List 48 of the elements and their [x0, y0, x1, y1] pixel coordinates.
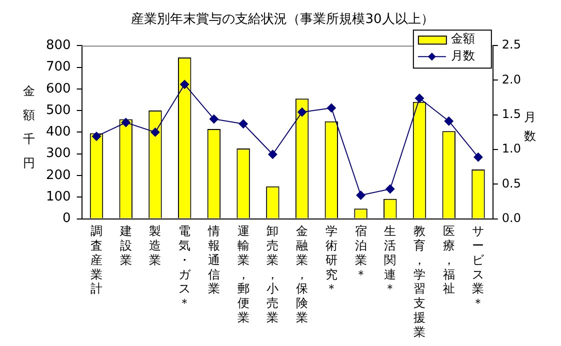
x-tick-label: 金融業，保険業: [296, 224, 308, 325]
y-tick-label: 400: [46, 124, 71, 140]
point: [474, 152, 483, 162]
y-tick-label: 0: [62, 211, 71, 226]
legend-label: 月数: [450, 48, 475, 63]
y-tick-label: 300: [46, 146, 71, 162]
point: [150, 128, 160, 137]
x-tick-label: 運輸業，郵便業: [237, 224, 250, 325]
chart-title: 産業別年末賞与の支給状況（事業所規模30人以上）: [131, 11, 434, 28]
point: [121, 118, 130, 127]
x-tick-label: 製造業: [149, 224, 162, 267]
x-tick-label: サービス業＊: [472, 224, 486, 310]
legend-label: 金額: [450, 32, 475, 46]
point: [298, 108, 307, 117]
y-tick-label: 100: [46, 190, 71, 205]
y2-tick-label: 1.0: [502, 142, 522, 156]
y-tick-label: 700: [46, 60, 71, 75]
x-tick-label: 建設業: [118, 224, 132, 267]
y2-tick-label: 0.5: [502, 176, 522, 190]
y2-axis-title: 月数: [524, 110, 536, 144]
point: [238, 119, 248, 128]
point: [209, 114, 218, 124]
y-tick-label: 800: [46, 38, 71, 53]
y-axis-title: 金額千円: [23, 84, 35, 170]
y-tick-label: 500: [46, 102, 71, 118]
x-tick-label: 学術研究＊: [325, 224, 338, 296]
y-tick-label: 600: [46, 81, 71, 96]
x-tick-label: 情報通信業: [206, 224, 220, 296]
x-tick-label: 調査産業計: [90, 224, 102, 296]
point: [92, 132, 101, 141]
x-tick-label: 教育，学習支援業: [414, 224, 426, 339]
point: [268, 150, 278, 159]
point: [386, 184, 395, 194]
x-tick-label: 生活関連＊: [384, 224, 396, 296]
y2-tick-label: 0.0: [502, 210, 522, 225]
x-tick-label: 電気・ガス＊: [178, 224, 192, 310]
x-tick-label: 宿泊業＊: [354, 224, 367, 282]
y2-tick-label: 2.0: [502, 72, 522, 86]
point: [444, 116, 454, 126]
x-tick-label: 卸売業，小売業: [266, 224, 279, 325]
point: [415, 94, 424, 103]
point: [356, 190, 366, 200]
y2-tick-label: 2.5: [502, 38, 522, 52]
x-tick-label: 医療，福祉: [442, 224, 455, 296]
point: [326, 103, 336, 112]
y2-tick-label: 1.5: [502, 107, 522, 122]
point: [180, 80, 190, 89]
y-tick-label: 200: [46, 168, 71, 183]
